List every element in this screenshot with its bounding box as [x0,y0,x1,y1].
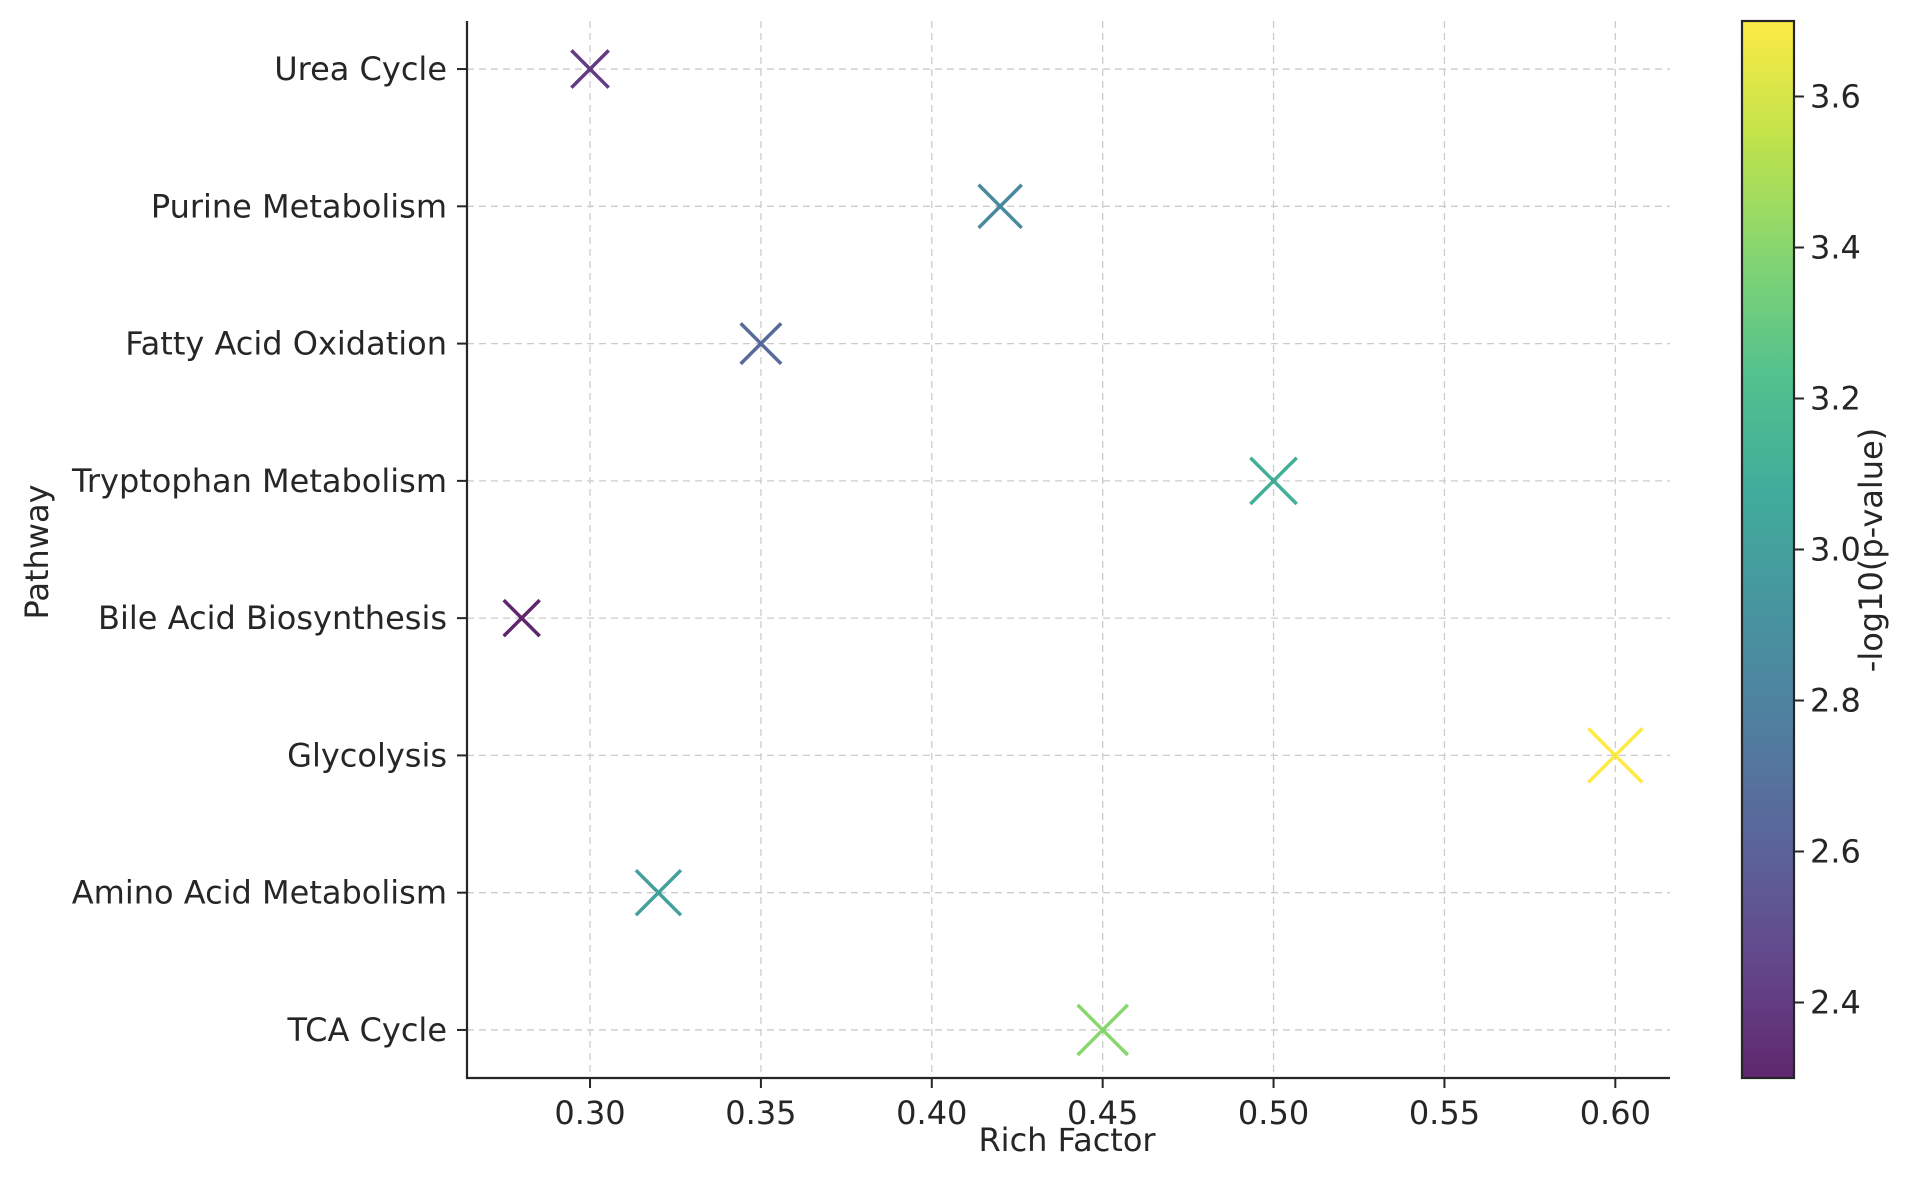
data-point [570,49,610,89]
x-axis-title: Rich Factor [978,1121,1156,1159]
axes [465,21,1670,1080]
data-point-stroke [634,868,683,917]
data-point [1587,727,1644,784]
data-point [1249,456,1298,506]
data-point [634,868,683,917]
x-tick-label: 0.60 [1580,1094,1651,1132]
data-point [977,183,1023,230]
ticks: 0.30 0.35 0.40 0.45 0.50 0.55 0.60 TCA Cycle Ami… [71,50,1651,1132]
data-point-stroke [739,322,783,366]
data-point [502,598,541,638]
y-tick-label: Urea Cycle [274,50,447,88]
colorbar-tick-label: 3.6 [1810,78,1861,116]
y-tick-label: Glycolysis [287,736,447,774]
colorbar-tick-label: 3.2 [1810,380,1861,418]
colorbar-ticks: 2.4 2.6 2.8 3.0 3.2 3.4 3.6 [1794,78,1861,1022]
x-tick-label: 0.45 [1067,1094,1138,1132]
colorbar-tick-label: 2.6 [1810,833,1861,871]
data-point [1076,1003,1129,1057]
y-tick-label: Tryptophan Metabolism [71,462,447,500]
y-tick-label: TCA Cycle [286,1011,447,1049]
y-tick-label: Amino Acid Metabolism [72,874,447,912]
data-point-stroke [570,49,610,89]
colorbar-title: -log10(p-value) [1852,428,1890,672]
grid [467,21,1670,1078]
data-point-stroke [1587,727,1644,784]
colorbar-tick-label: 3.4 [1810,229,1861,267]
y-tick-label: Purine Metabolism [151,187,447,225]
x-tick-label: 0.40 [896,1094,967,1132]
y-axis-title: Pathway [18,484,56,619]
data-point-stroke [1076,1003,1129,1057]
y-tick-label: Bile Acid Biosynthesis [98,599,447,637]
colorbar-tick-label: 3.0 [1810,531,1861,569]
x-tick-label: 0.55 [1409,1094,1480,1132]
data-point-stroke [502,598,541,638]
x-tick-label: 0.50 [1238,1094,1309,1132]
colorbar-gradient [1742,21,1794,1078]
data-point [739,322,783,366]
data-points [502,49,1644,1057]
data-point-stroke [977,183,1023,230]
colorbar-tick-label: 2.8 [1810,682,1861,720]
colorbar-tick-label: 2.4 [1810,984,1861,1022]
data-point-stroke [1249,456,1298,506]
axis-spines [465,21,1670,1080]
colorbar: 2.4 2.6 2.8 3.0 3.2 3.4 3.6 -log10(p-value) [1740,19,1890,1080]
x-tick-label: 0.30 [554,1094,625,1132]
x-tick-label: 0.35 [725,1094,796,1132]
y-tick-label: Fatty Acid Oxidation [125,325,447,363]
